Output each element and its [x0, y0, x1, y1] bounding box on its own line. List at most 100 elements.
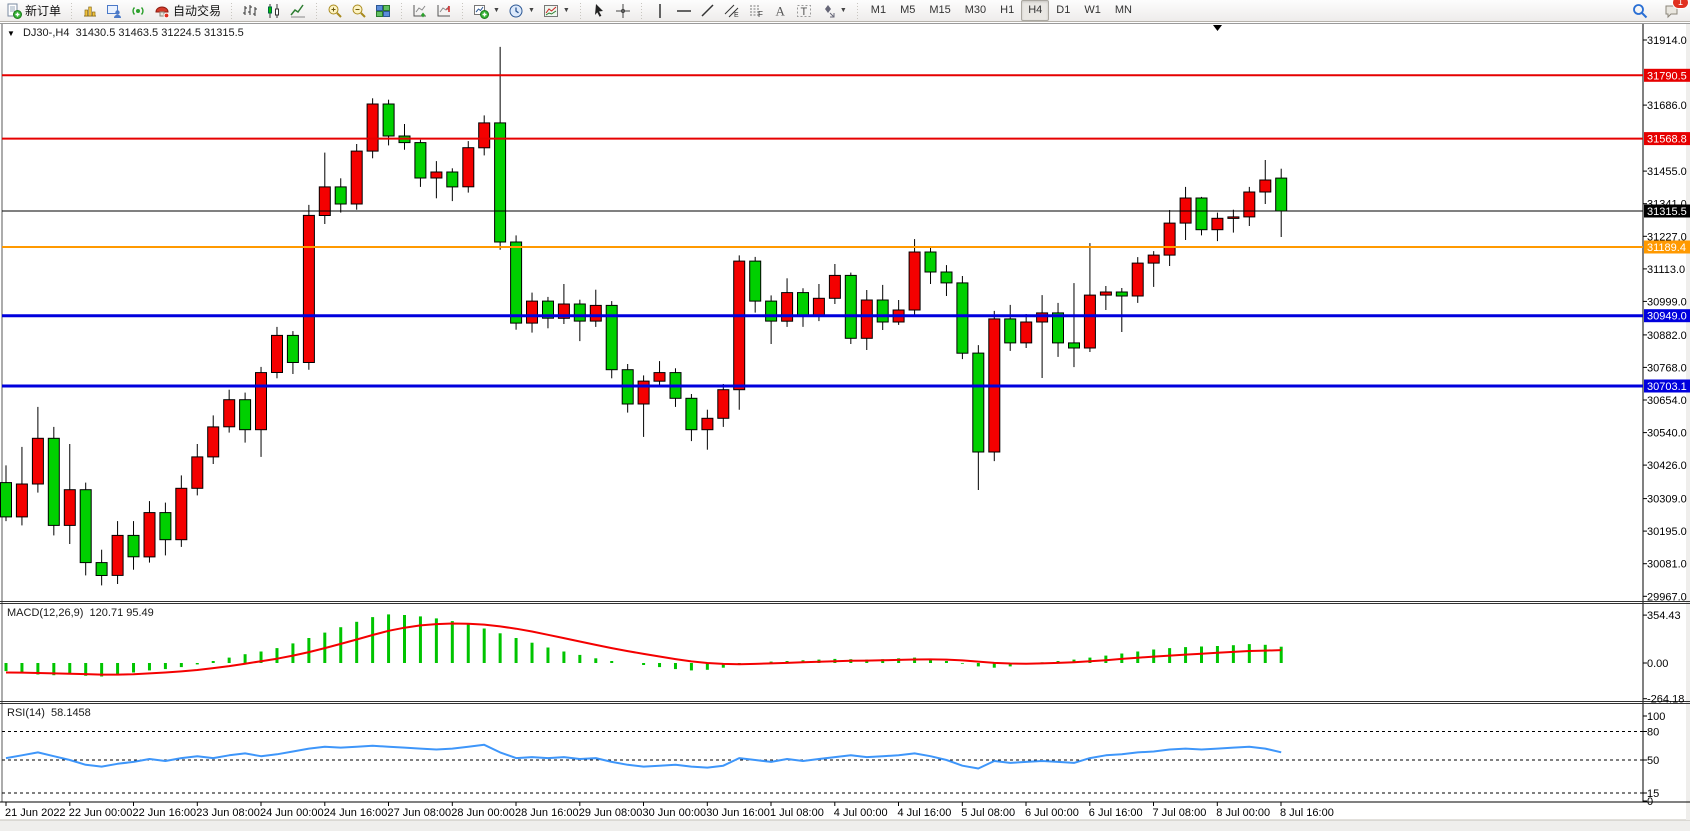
chevron-down-icon[interactable]: ▼	[527, 7, 535, 14]
svg-text:100: 100	[1647, 711, 1665, 723]
timeframe-M30[interactable]: M30	[964, 4, 987, 16]
autotrade-button[interactable]: 自动交易	[150, 0, 225, 21]
svg-text:7 Jul 08:00: 7 Jul 08:00	[1153, 807, 1207, 819]
toolbar-group: ▼ ▼ ▼	[467, 0, 576, 21]
svg-text:23 Jun 08:00: 23 Jun 08:00	[196, 807, 260, 819]
market-watch-button[interactable]	[102, 0, 126, 21]
zoom-in-button[interactable]	[323, 0, 347, 21]
search-icon	[1632, 3, 1648, 19]
chart-gold-icon	[82, 3, 98, 19]
svg-text:31568.8: 31568.8	[1647, 134, 1687, 146]
chart-shift-button[interactable]	[432, 0, 456, 21]
timeframe-D1[interactable]: D1	[1056, 4, 1071, 16]
text-button[interactable]: A	[768, 0, 792, 21]
cursor-button[interactable]	[587, 0, 611, 21]
horizontal-line-icon	[676, 3, 692, 19]
toolbar-group: E F A T ▼	[646, 0, 853, 21]
chevron-down-icon[interactable]: ▼	[493, 7, 500, 14]
toolbar-separator	[638, 2, 644, 19]
timeframe-M1[interactable]: M1	[870, 4, 887, 16]
svg-text:6 Jul 00:00: 6 Jul 00:00	[1025, 807, 1079, 819]
equidistant-channel-button[interactable]: E	[720, 0, 744, 21]
svg-text:24 Jun 16:00: 24 Jun 16:00	[324, 807, 388, 819]
auto-scroll-button[interactable]	[408, 0, 432, 21]
bar-chart-icon	[242, 3, 258, 19]
svg-text:8 Jul 00:00: 8 Jul 00:00	[1216, 807, 1270, 819]
chart-shift-marker	[1213, 25, 1222, 31]
trendline-icon	[700, 3, 716, 19]
templates-button[interactable]: ▼	[539, 0, 574, 21]
chevron-down-icon[interactable]: ▼	[562, 7, 570, 14]
tile-windows-icon	[375, 3, 391, 19]
timeframe-W1[interactable]: W1	[1084, 4, 1101, 16]
signals-button[interactable]	[126, 0, 150, 21]
bar-chart-button[interactable]	[238, 0, 262, 21]
trendline-button[interactable]	[696, 0, 720, 21]
chat-button[interactable]: 1	[1660, 0, 1689, 21]
svg-text:29967.0: 29967.0	[1647, 591, 1687, 603]
svg-text:6 Jul 16:00: 6 Jul 16:00	[1089, 807, 1143, 819]
svg-text:30081.0: 30081.0	[1647, 559, 1687, 571]
timeframe-M15[interactable]: M15	[929, 4, 951, 16]
market-watch-icon	[106, 3, 122, 19]
svg-text:30949.0: 30949.0	[1647, 311, 1687, 323]
svg-text:31914.0: 31914.0	[1647, 35, 1687, 47]
toolbar-separator	[854, 2, 860, 19]
timeframe-MN[interactable]: MN	[1114, 4, 1132, 16]
svg-text:30703.1: 30703.1	[1647, 381, 1687, 393]
svg-text:31790.5: 31790.5	[1647, 70, 1687, 82]
horizontal-line-button[interactable]	[672, 0, 696, 21]
line-chart-button[interactable]	[286, 0, 310, 21]
periods-button[interactable]: ▼	[504, 0, 539, 21]
shapes-button[interactable]: ▼	[816, 0, 851, 21]
svg-text:30768.0: 30768.0	[1647, 362, 1687, 374]
chart-shift-icon	[436, 3, 452, 19]
toolbar-group	[236, 0, 312, 21]
new-order-icon	[6, 3, 22, 19]
fibonacci-button[interactable]: F	[744, 0, 768, 21]
toolbar-separator	[314, 2, 320, 19]
tile-windows-button[interactable]	[371, 0, 395, 21]
svg-text:31227.0: 31227.0	[1647, 231, 1687, 243]
svg-text:30 Jun 16:00: 30 Jun 16:00	[706, 807, 770, 819]
chart-gold-button[interactable]	[78, 0, 102, 21]
crosshair-button[interactable]	[611, 0, 635, 21]
fibonacci-icon: F	[748, 3, 764, 19]
svg-text:30426.0: 30426.0	[1647, 460, 1687, 472]
main-toolbar: 新订单 自动交易 ▼ ▼ ▼ E F A T ▼ M1 M5 M15 M30 H1 H4 D1 W1 MN 1	[0, 0, 1690, 22]
search-button[interactable]	[1628, 0, 1652, 21]
indicators-icon	[473, 3, 490, 19]
time-axis: 21 Jun 2022 22 Jun 00:00 22 Jun 16:00 23 Ju…	[5, 802, 1334, 819]
svg-text:30540.0: 30540.0	[1647, 428, 1687, 440]
svg-text:50: 50	[1647, 755, 1659, 767]
toolbar-separator	[399, 2, 405, 19]
toolbar-group	[406, 0, 458, 21]
svg-text:4 Jul 00:00: 4 Jul 00:00	[834, 807, 888, 819]
svg-text:F: F	[758, 10, 763, 19]
periods-icon	[508, 3, 524, 19]
macd-signal-line	[5, 622, 1282, 676]
timeframe-H4[interactable]: H4	[1021, 0, 1050, 21]
svg-text:15: 15	[1647, 788, 1659, 800]
text-label-button[interactable]: T	[792, 0, 816, 21]
svg-text:24 Jun 00:00: 24 Jun 00:00	[260, 807, 324, 819]
signals-icon	[130, 3, 146, 19]
svg-text:4 Jul 16:00: 4 Jul 16:00	[898, 807, 952, 819]
vertical-line-button[interactable]	[648, 0, 672, 21]
timeframe-M5[interactable]: M5	[900, 4, 916, 16]
zoom-in-icon	[327, 3, 343, 19]
autotrade-icon	[154, 3, 170, 19]
chevron-down-icon[interactable]: ▼	[839, 7, 847, 14]
svg-text:31189.4: 31189.4	[1647, 242, 1686, 254]
indicators-button[interactable]: ▼	[469, 0, 504, 21]
candle-chart-button[interactable]	[262, 0, 286, 21]
svg-text:30882.0: 30882.0	[1647, 330, 1687, 342]
toolbar-group	[321, 0, 397, 21]
timeframe-H1[interactable]: H1	[1000, 4, 1015, 16]
svg-text:28 Jun 16:00: 28 Jun 16:00	[515, 807, 579, 819]
vertical-line-icon	[652, 3, 668, 19]
zoom-out-button[interactable]	[347, 0, 371, 21]
new-order-button[interactable]: 新订单	[2, 0, 65, 21]
